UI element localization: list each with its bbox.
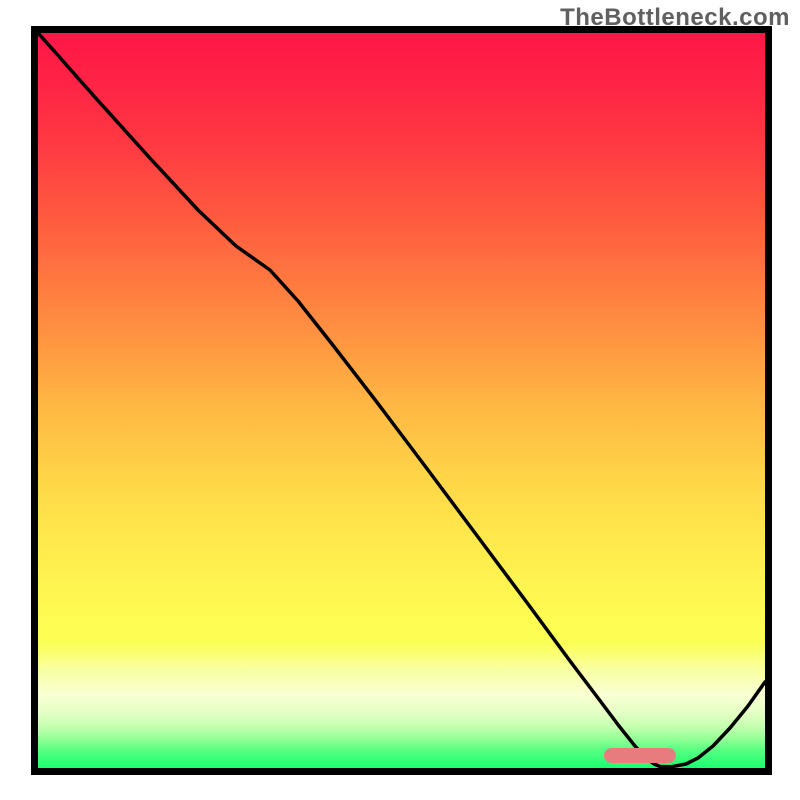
- plot-background: [38, 33, 765, 768]
- bottleneck-chart: [0, 0, 800, 800]
- optimal-marker: [604, 748, 676, 763]
- watermark-text: TheBottleneck.com: [560, 4, 790, 32]
